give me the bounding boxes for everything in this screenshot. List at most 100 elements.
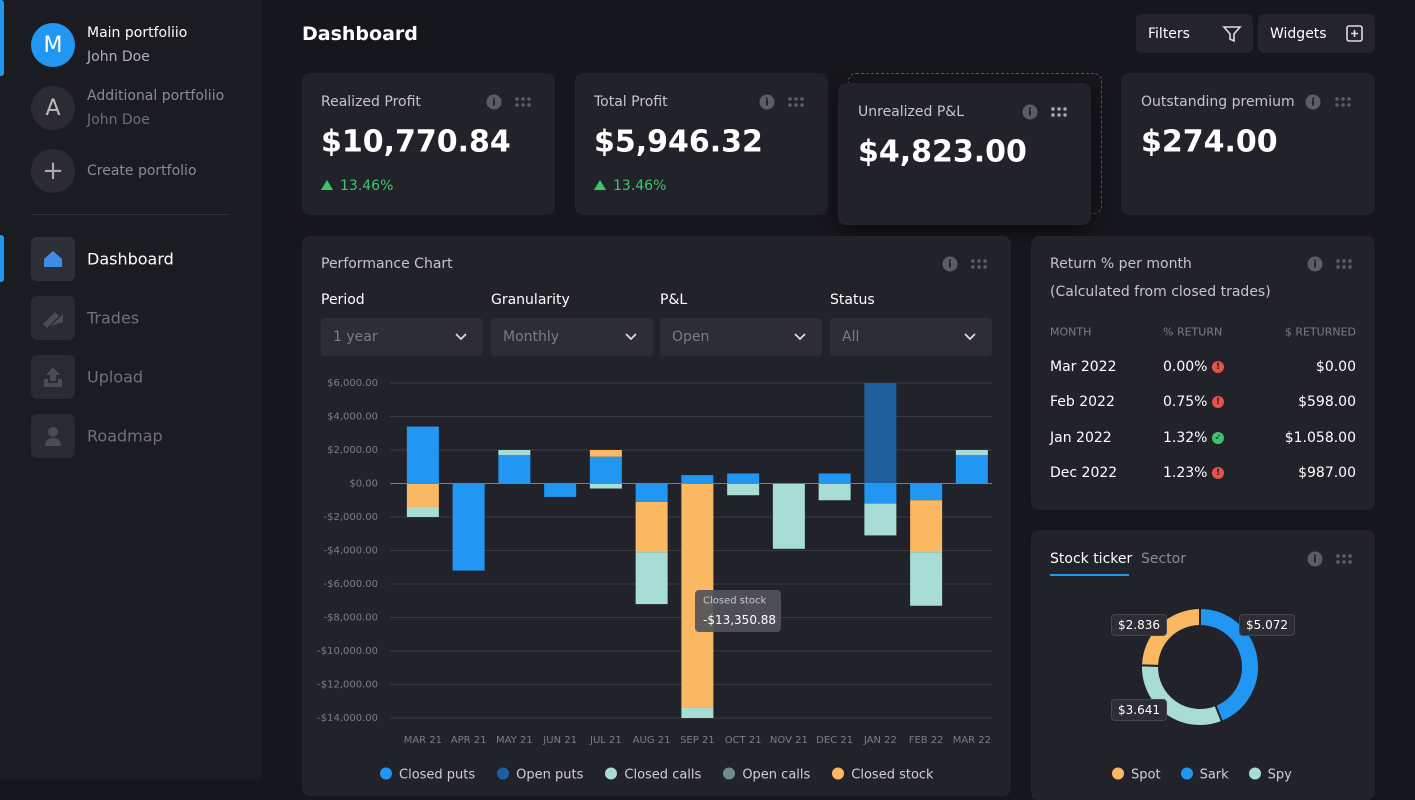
legend-swatch (497, 767, 510, 780)
slice-label: $5.072 (1239, 614, 1295, 636)
legend-label: Open puts (516, 767, 584, 783)
chevron (964, 333, 976, 341)
info-icon[interactable]: i (486, 94, 502, 110)
portfolio-user: John Doe (87, 112, 150, 128)
cell-return: 0.00% (1163, 359, 1208, 375)
drag-handle[interactable] (1050, 106, 1068, 118)
legend-item: Closed stock (832, 767, 934, 783)
x-tick-label: OCT 21 (725, 735, 762, 746)
drag-handle[interactable] (970, 258, 988, 270)
card-value: $274.00 (1141, 124, 1278, 160)
up-arrow (594, 180, 606, 190)
nav-item[interactable]: Dashboard (87, 249, 174, 269)
dropdown[interactable]: 1 year (321, 318, 483, 356)
active-indicator (0, 0, 4, 76)
cell-return: 1.23% (1163, 464, 1208, 481)
x-tick-label: JUL 21 (589, 735, 622, 746)
cell-returned: $1.058.00 (1284, 429, 1356, 446)
filter-icon (1222, 26, 1242, 43)
legend-label: Sark (1199, 767, 1229, 783)
button-label: Filters (1148, 26, 1190, 42)
bar-segment (818, 473, 851, 484)
legend-label: Closed stock (851, 767, 934, 783)
bar-segment (498, 450, 531, 456)
tooltip-value: -$13,350.88 (703, 613, 777, 627)
bar-segment (681, 707, 714, 719)
nav-item[interactable]: Upload (87, 367, 144, 387)
avatar[interactable]: M (31, 23, 75, 67)
legend-swatch (1180, 767, 1193, 780)
y-tick-label: -$12,000.00 (317, 680, 378, 691)
x-tick-label: NOV 21 (770, 735, 808, 746)
portfolio-name[interactable]: Main portfoliio (87, 25, 188, 41)
add-icon (1346, 25, 1363, 42)
add-icon[interactable]: + (31, 149, 75, 193)
donut-chart (1139, 606, 1260, 727)
x-tick-label: JUN 21 (542, 735, 577, 746)
info-icon[interactable]: i (942, 256, 958, 272)
bar-segment (406, 483, 439, 507)
filter-label: Granularity (491, 292, 570, 308)
avatar[interactable]: A (31, 86, 75, 130)
bar-segment (406, 426, 439, 484)
dropdown-value: Open (672, 329, 710, 345)
bar-segment (864, 383, 897, 484)
legend-label: Closed puts (399, 767, 476, 783)
drag-handle[interactable] (514, 96, 532, 108)
bar-segment (681, 475, 714, 484)
legend-item: Closed calls (605, 767, 702, 783)
cell-returned: $0.00 (1315, 359, 1356, 375)
nav-item[interactable]: Trades (87, 308, 140, 328)
drag-handle[interactable] (1334, 96, 1352, 108)
nav-item[interactable]: Roadmap (87, 426, 163, 446)
bar-segment (589, 483, 622, 489)
drag-handle[interactable] (1335, 553, 1353, 565)
status-icon: ! (1212, 466, 1224, 479)
card: Total Profit i $5,946.32 13.46% (575, 73, 828, 215)
legend-label: Closed calls (624, 767, 702, 783)
card-change: 13.46% (340, 178, 394, 194)
widgets-button[interactable]: Widgets (1258, 14, 1375, 53)
info-icon[interactable]: i (1305, 94, 1321, 110)
y-tick-label: $4,000.00 (327, 412, 378, 423)
bar-segment (452, 483, 485, 571)
nav-icon[interactable] (31, 355, 75, 399)
x-tick-label: MAR 21 (404, 735, 442, 746)
dropdown[interactable]: Monthly (491, 318, 653, 356)
x-tick-label: DEC 21 (816, 735, 853, 746)
legend-item: Sark (1180, 767, 1229, 783)
sidebar: M Main portfoliio John Doe A Additional … (0, 0, 262, 780)
y-tick-label: -$10,000.00 (317, 646, 378, 657)
status-icon: ! (1212, 361, 1224, 373)
filters-button[interactable]: Filters (1136, 14, 1253, 53)
cell-return: 1.32% (1163, 429, 1208, 446)
card-dragging[interactable]: Unrealized P&L i $4,823.00 (838, 83, 1091, 225)
info-icon[interactable]: i (759, 94, 775, 110)
portfolio-name[interactable]: Additional portfoliio (87, 88, 225, 104)
drag-handle[interactable] (1335, 258, 1353, 270)
panel-subtitle: (Calculated from closed trades) (1050, 284, 1271, 300)
nav-icon[interactable] (31, 237, 75, 281)
cell-returned: $598.00 (1298, 394, 1356, 411)
drag-handle[interactable] (787, 96, 805, 108)
legend-swatch (605, 767, 618, 780)
tab-active[interactable]: Stock ticker (1050, 551, 1133, 567)
nav-icon[interactable] (31, 296, 75, 340)
x-tick-label: MAY 21 (496, 735, 533, 746)
legend: Closed puts Open puts Closed calls Open cal… (380, 767, 934, 783)
legend-item: Open puts (497, 767, 584, 783)
create-portfolio[interactable]: Create portfolio (87, 163, 197, 179)
card-value: $4,823.00 (858, 134, 1027, 170)
y-tick-label: -$14,000.00 (317, 713, 378, 724)
info-icon[interactable]: i (1022, 104, 1038, 120)
info-icon[interactable]: i (1307, 256, 1323, 272)
dropdown[interactable]: All (830, 318, 992, 356)
up-arrow (321, 180, 333, 190)
y-tick-label: -$2,000.00 (323, 512, 378, 523)
cell-month: Mar 2022 (1050, 359, 1117, 375)
dropdown-value: Monthly (503, 329, 560, 345)
info-icon[interactable]: i (1307, 551, 1323, 567)
tab[interactable]: Sector (1141, 551, 1187, 567)
nav-icon[interactable] (31, 414, 75, 458)
dropdown[interactable]: Open (660, 318, 822, 356)
